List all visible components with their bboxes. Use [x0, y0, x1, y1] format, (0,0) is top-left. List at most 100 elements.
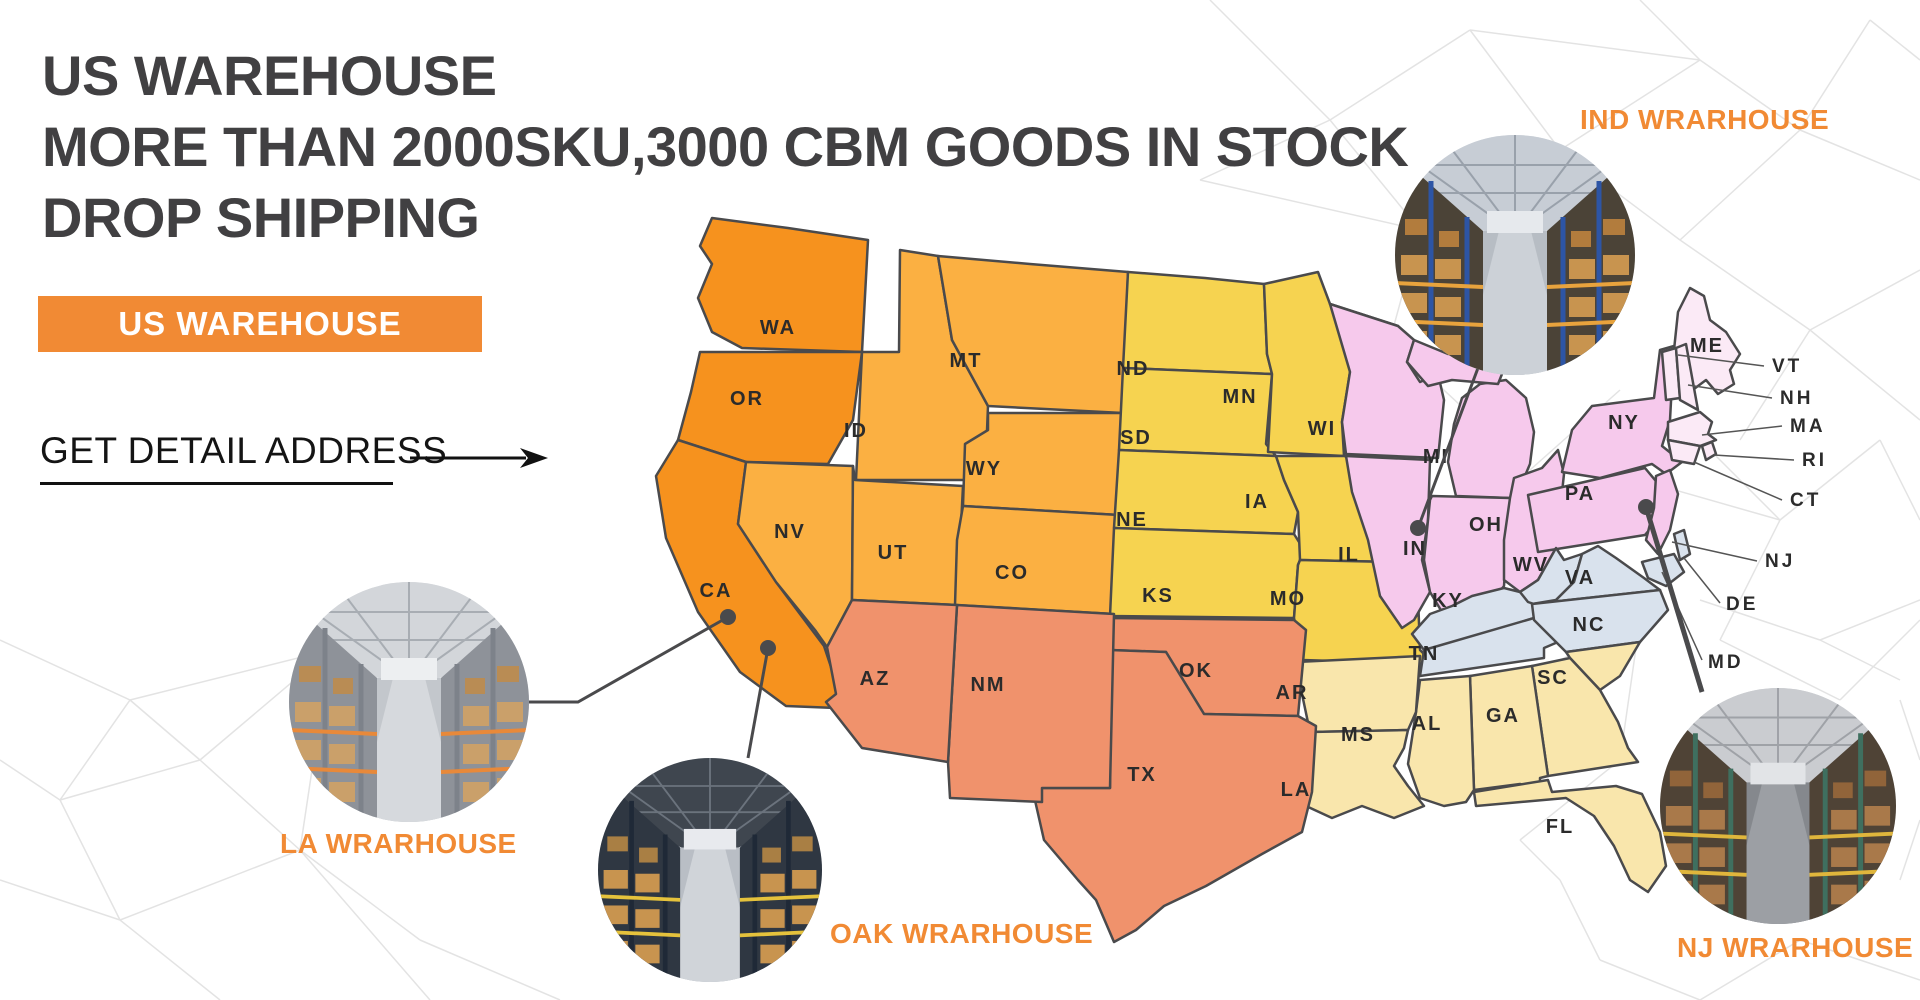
state-MS — [1406, 674, 1476, 808]
state-label-UT: UT — [878, 542, 909, 564]
la-warehouse-photo[interactable] — [289, 582, 529, 822]
state-label-TX: TX — [1127, 764, 1157, 786]
callout-labels: VT NH MA RI CT NJ DE MD — [1661, 354, 1827, 673]
state-label-IL: IL — [1338, 544, 1360, 566]
get-detail-address-link[interactable]: GET DETAIL ADDRESS — [40, 430, 600, 500]
nj-warehouse-photo[interactable] — [1660, 688, 1896, 924]
oak-warehouse-label: OAK WRARHOUSE — [830, 918, 1094, 949]
state-label-KS: KS — [1142, 585, 1174, 607]
us-warehouse-button-label: US WAREHOUSE — [118, 305, 402, 342]
state-label-NY: NY — [1608, 412, 1640, 434]
callout-label-NJ: NJ — [1765, 551, 1795, 572]
leader-line-NH — [1687, 384, 1773, 399]
callout-label-RI: RI — [1802, 450, 1827, 471]
state-NM — [946, 603, 1116, 804]
state-label-CA: CA — [700, 580, 733, 602]
state-label-MO: MO — [1270, 588, 1306, 610]
title-line-3: DROP SHIPPING — [42, 186, 480, 249]
state-label-NV: NV — [774, 521, 806, 543]
leader-line-RI — [1713, 454, 1795, 461]
state-label-AZ: AZ — [860, 668, 891, 690]
callout-label-MA: MA — [1790, 416, 1826, 437]
state-label-SD: SD — [1120, 427, 1152, 449]
us-warehouse-button[interactable]: US WAREHOUSE — [38, 296, 482, 352]
get-detail-address-label: GET DETAIL ADDRESS — [40, 430, 448, 471]
oak-warehouse-photo[interactable] — [598, 758, 822, 982]
state-label-NM: NM — [970, 674, 1005, 696]
state-label-ID: ID — [844, 420, 868, 442]
la-warehouse-label: LA WRARHOUSE — [280, 828, 517, 859]
ind-warehouse-label: IND WRARHOUSE — [1580, 104, 1830, 135]
callout-label-CT: CT — [1790, 490, 1821, 511]
leader-line-NJ — [1671, 541, 1758, 562]
state-CO — [953, 504, 1121, 616]
warehouse-connectors — [529, 367, 1705, 759]
warehouse-photo-art — [598, 758, 822, 982]
link-underline — [40, 482, 393, 485]
callout-label-MD: MD — [1708, 652, 1744, 673]
oak-warehouse-dot — [760, 640, 776, 656]
ind-warehouse-dot — [1410, 520, 1426, 536]
oak-connector-line — [746, 647, 770, 759]
title-line-2: MORE THAN 2000SKU,3000 CBM GOODS IN STOC… — [42, 115, 1409, 178]
ind-connector-line — [1416, 367, 1480, 529]
state-label-MS: MS — [1341, 724, 1375, 746]
map-states — [654, 216, 1742, 944]
nj-warehouse-dot — [1638, 499, 1654, 515]
state-label-ND: ND — [1117, 358, 1150, 380]
state-label-CO: CO — [995, 562, 1029, 584]
right-arrow-icon — [410, 448, 548, 468]
nj-warehouse-label: NJ WRARHOUSE — [1677, 932, 1914, 963]
state-label-NC: NC — [1573, 614, 1606, 636]
ind-warehouse-photo[interactable] — [1395, 135, 1635, 375]
state-label-LA: LA — [1281, 779, 1312, 801]
state-label-AL: AL — [1412, 713, 1443, 735]
state-NH — [1674, 342, 1700, 412]
state-label-GA: GA — [1486, 705, 1520, 727]
state-label-AR: AR — [1276, 682, 1309, 704]
state-label-IN: IN — [1403, 538, 1427, 560]
state-WI — [1328, 302, 1446, 460]
callout-label-NH: NH — [1780, 388, 1813, 409]
nj-connector-line — [1643, 506, 1705, 693]
state-label-PA: PA — [1565, 483, 1595, 505]
state-label-OR: OR — [730, 388, 764, 410]
state-CT — [1666, 438, 1702, 466]
la-warehouse-dot — [720, 609, 736, 625]
state-GA — [1530, 656, 1640, 778]
state-label-WA: WA — [760, 317, 796, 339]
state-label-NE: NE — [1116, 509, 1148, 531]
state-FL — [1472, 778, 1668, 894]
state-WA — [696, 216, 870, 354]
callout-label-VT: VT — [1772, 356, 1802, 377]
state-label-OK: OK — [1179, 660, 1213, 682]
leader-line-VT — [1677, 354, 1765, 367]
callout-label-DE: DE — [1726, 594, 1758, 615]
state-label-FL: FL — [1546, 816, 1574, 838]
state-OR — [676, 350, 864, 466]
state-label-TN: TN — [1409, 643, 1440, 665]
state-label-KY: KY — [1432, 590, 1464, 612]
leader-line-CT — [1693, 461, 1783, 501]
la-connector-line — [529, 615, 729, 704]
state-label-VA: VA — [1565, 567, 1595, 589]
title-line-1: US WAREHOUSE — [42, 44, 497, 107]
state-label-WV: WV — [1513, 554, 1549, 576]
state-label-WY: WY — [966, 458, 1002, 480]
state-AR — [1294, 654, 1422, 734]
state-label-MT: MT — [950, 350, 983, 372]
state-RI — [1700, 440, 1718, 462]
state-AZ — [824, 598, 959, 764]
warehouse-photo-art — [1660, 688, 1896, 924]
page-title: US WAREHOUSE MORE THAN 2000SKU,3000 CBM … — [42, 40, 1472, 253]
state-NY — [1560, 344, 1684, 480]
state-label-MN: MN — [1222, 386, 1257, 408]
state-label-SC: SC — [1537, 667, 1569, 689]
state-UT — [850, 464, 965, 607]
state-label-IA: IA — [1245, 491, 1269, 513]
leader-line-DE — [1683, 557, 1721, 604]
warehouse-photo-art — [289, 582, 529, 822]
state-label-ME: ME — [1690, 335, 1724, 357]
